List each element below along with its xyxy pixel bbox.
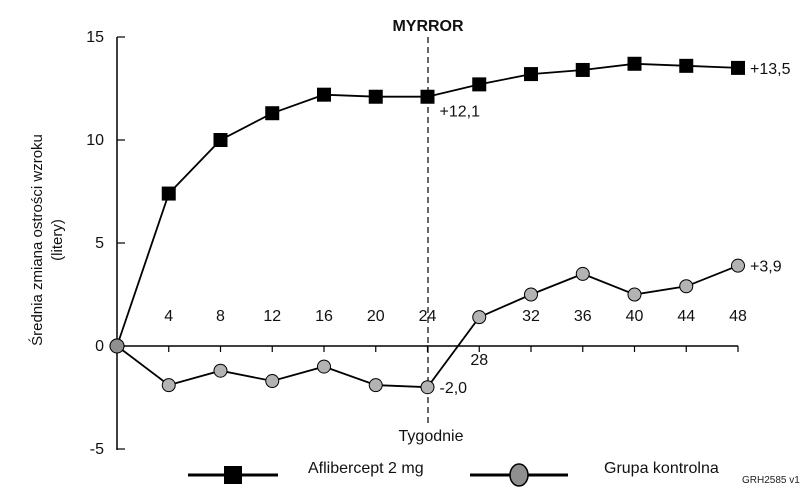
y-axis-label-line1: Średnia zmiana ostrości wzroku [28, 134, 46, 346]
data-point [472, 310, 487, 325]
x-tick-label: 44 [677, 308, 695, 325]
data-point [472, 77, 487, 92]
y-axis-label-line2: (litery) [49, 219, 66, 261]
y-tick-label: 5 [95, 235, 104, 252]
data-point [213, 133, 228, 147]
legend-marker [224, 466, 242, 484]
data-label: +3,9 [750, 259, 782, 276]
annotations: +12,1 +13,5 -2,0 +3,9 [440, 61, 791, 397]
x-tick-label: 28 [470, 352, 488, 369]
legend-marker [509, 463, 529, 487]
data-point [317, 87, 331, 102]
x-tick-label: 24 [419, 308, 437, 325]
data-point [368, 378, 383, 393]
x-tick-label: 32 [522, 308, 540, 325]
y-tick-label: 10 [86, 132, 104, 149]
x-tick-label: 40 [626, 308, 644, 325]
x-tick-label: 16 [315, 308, 333, 325]
y-tick-label: 0 [95, 338, 104, 355]
data-point [317, 359, 331, 374]
data-point [575, 266, 590, 281]
data-point [161, 186, 176, 201]
x-tick-label: 4 [164, 308, 173, 325]
data-point [627, 56, 642, 71]
data-point [731, 258, 745, 273]
figure-code: GRH2585 v1 [742, 475, 800, 486]
x-tick-label: 12 [263, 308, 281, 325]
x-axis-label: Tygodnie [399, 428, 464, 445]
series-2 [109, 258, 745, 395]
y-ticks: 15 10 5 0 -5 [86, 29, 125, 458]
data-label: -2,0 [440, 380, 468, 397]
data-point [627, 287, 642, 302]
data-point [420, 89, 435, 104]
data-point [524, 287, 538, 302]
legend: Aflibercept 2 mg Grupa kontrolna [188, 460, 719, 487]
x-tick-label: 20 [367, 308, 385, 325]
y-axis-label: Średnia zmiana ostrości wzroku (litery) [28, 134, 66, 346]
series-line [116, 62, 739, 347]
data-point [524, 67, 538, 82]
chart-title: MYRROR [392, 18, 464, 35]
y-tick-label: -5 [90, 441, 104, 458]
baseline-point [109, 338, 125, 354]
data-point [731, 60, 745, 75]
data-point [265, 374, 280, 389]
x-tick-label: 48 [729, 308, 747, 325]
data-label: +13,5 [750, 61, 791, 78]
data-point [420, 380, 435, 395]
data-point [368, 89, 383, 104]
data-point [213, 363, 228, 378]
legend-item: Aflibercept 2 mg [188, 460, 424, 484]
data-point [161, 378, 176, 393]
legend-label: Aflibercept 2 mg [308, 460, 424, 477]
series-group [109, 56, 745, 395]
data-point [679, 279, 694, 294]
data-point [575, 62, 590, 77]
x-tick-label: 8 [216, 308, 225, 325]
legend-label: Grupa kontrolna [604, 460, 719, 477]
data-point [265, 106, 280, 121]
x-tick-label: 36 [574, 308, 592, 325]
y-tick-label: 15 [86, 29, 104, 46]
data-label: +12,1 [440, 104, 481, 121]
data-point [679, 58, 694, 73]
legend-item: Grupa kontrolna [470, 460, 719, 487]
